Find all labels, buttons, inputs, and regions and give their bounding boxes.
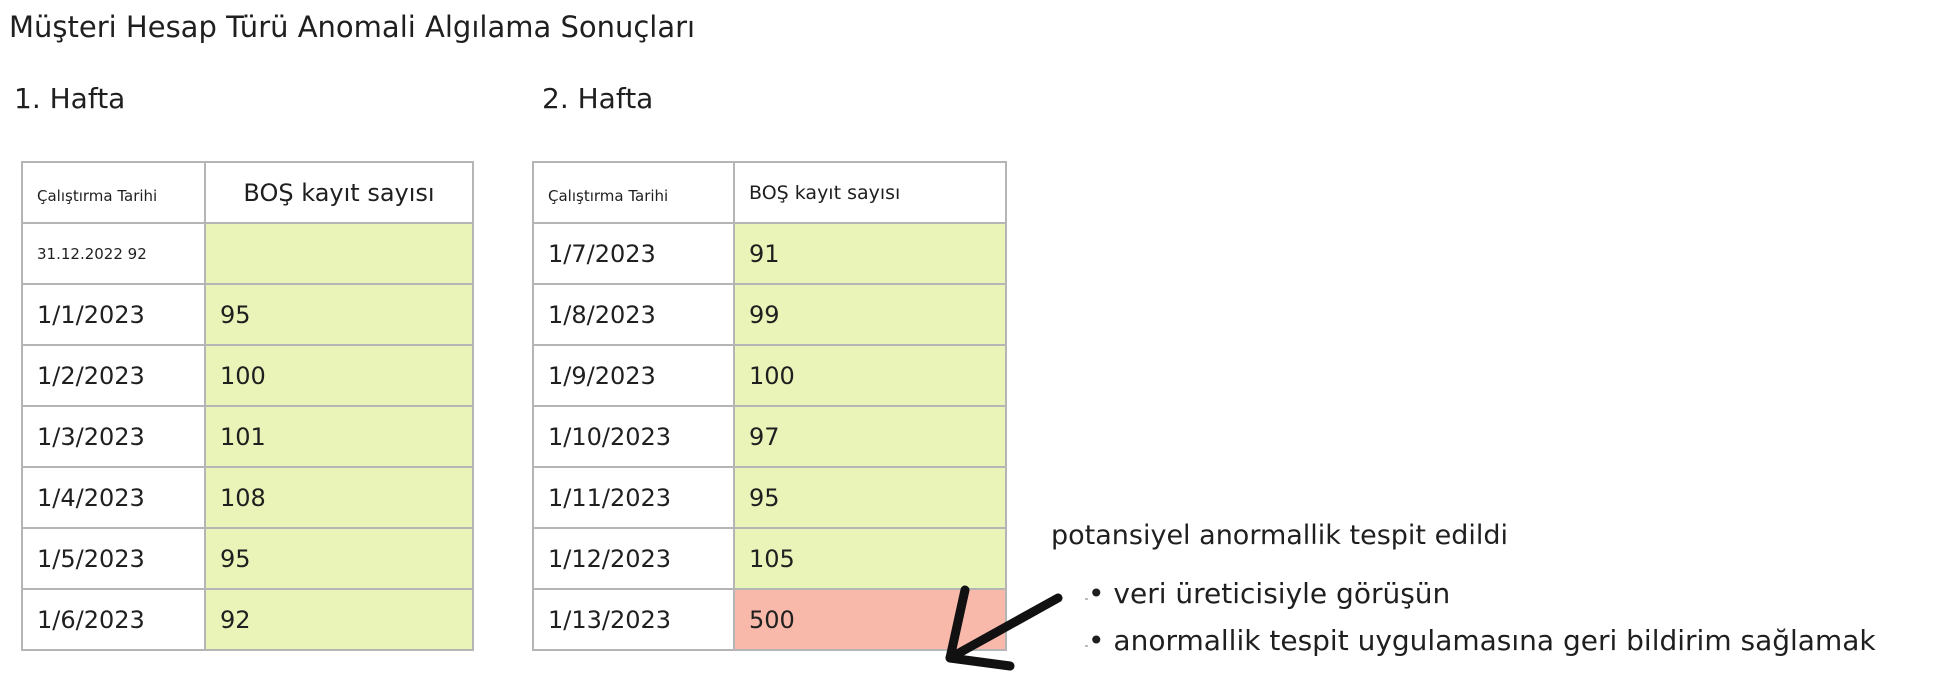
row-date: 1/13/2023 <box>532 588 735 651</box>
row-date: 1/7/2023 <box>532 222 735 285</box>
table-row: 1/7/2023 91 <box>532 222 1007 285</box>
week-2-label: 2. Hafta <box>542 82 654 115</box>
table-row: 1/8/2023 99 <box>532 283 1007 346</box>
row-value: 92 <box>204 588 474 651</box>
bullet-marker <box>1085 645 1088 647</box>
header-date-label: Çalıştırma Tarihi <box>548 186 669 205</box>
row-date: 1/4/2023 <box>21 466 206 529</box>
row-value: 105 <box>733 527 1007 590</box>
row-value: 100 <box>733 344 1007 407</box>
row-value: 99 <box>733 283 1007 346</box>
table-header-row: Çalıştırma Tarihi BOŞ kayıt sayısı <box>532 161 1007 224</box>
header-date: Çalıştırma Tarihi <box>21 161 206 224</box>
header-value-label: BOŞ kayıt sayısı <box>749 181 901 204</box>
row-value: 95 <box>204 527 474 590</box>
row-date: 1/3/2023 <box>21 405 206 468</box>
anomaly-note-bullet: • veri üreticisiyle görüşün <box>1088 577 1451 610</box>
row-date: 1/1/2023 <box>21 283 206 346</box>
header-value-label: BOŞ kayıt sayısı <box>243 178 435 207</box>
row-date: 31.12.2022 92 <box>21 222 206 285</box>
row-date: 1/11/2023 <box>532 466 735 529</box>
table-row: 1/6/2023 92 <box>21 588 474 651</box>
header-date-label: Çalıştırma Tarihi <box>37 186 158 205</box>
table-row: 1/10/2023 97 <box>532 405 1007 468</box>
table-row: 1/12/2023 105 <box>532 527 1007 590</box>
header-value: BOŞ kayıt sayısı <box>733 161 1007 224</box>
row-value: 101 <box>204 405 474 468</box>
row-date: 1/6/2023 <box>21 588 206 651</box>
header-date: Çalıştırma Tarihi <box>532 161 735 224</box>
row-date: 1/2/2023 <box>21 344 206 407</box>
row-value: 95 <box>204 283 474 346</box>
row-value: 91 <box>733 222 1007 285</box>
table-row: 1/2/2023 100 <box>21 344 474 407</box>
row-value: 95 <box>733 466 1007 529</box>
anomaly-note-bullet: • anormallik tespit uygulamasına geri bi… <box>1088 624 1876 657</box>
row-date: 1/9/2023 <box>532 344 735 407</box>
header-value: BOŞ kayıt sayısı <box>204 161 474 224</box>
row-date: 1/8/2023 <box>532 283 735 346</box>
table-row: 1/5/2023 95 <box>21 527 474 590</box>
page-title: Müşteri Hesap Türü Anomali Algılama Sonu… <box>9 10 696 44</box>
row-value: 108 <box>204 466 474 529</box>
table-row: 31.12.2022 92 <box>21 222 474 285</box>
bullet-marker <box>1085 598 1088 600</box>
week-1-label: 1. Hafta <box>14 82 126 115</box>
week-1-table: Çalıştırma Tarihi BOŞ kayıt sayısı 31.12… <box>21 161 474 651</box>
row-value: 97 <box>733 405 1007 468</box>
arrow-icon <box>945 585 1063 671</box>
anomaly-note-title: potansiyel anormallik tespit edildi <box>1051 520 1508 551</box>
table-row: 1/9/2023 100 <box>532 344 1007 407</box>
week-2-table: Çalıştırma Tarihi BOŞ kayıt sayısı 1/7/2… <box>532 161 1007 651</box>
row-date: 1/5/2023 <box>21 527 206 590</box>
row-value: 100 <box>204 344 474 407</box>
table-header-row: Çalıştırma Tarihi BOŞ kayıt sayısı <box>21 161 474 224</box>
row-date: 1/12/2023 <box>532 527 735 590</box>
row-value <box>204 222 474 285</box>
table-row: 1/3/2023 101 <box>21 405 474 468</box>
table-row: 1/1/2023 95 <box>21 283 474 346</box>
row-date: 1/10/2023 <box>532 405 735 468</box>
table-row: 1/4/2023 108 <box>21 466 474 529</box>
table-row: 1/11/2023 95 <box>532 466 1007 529</box>
